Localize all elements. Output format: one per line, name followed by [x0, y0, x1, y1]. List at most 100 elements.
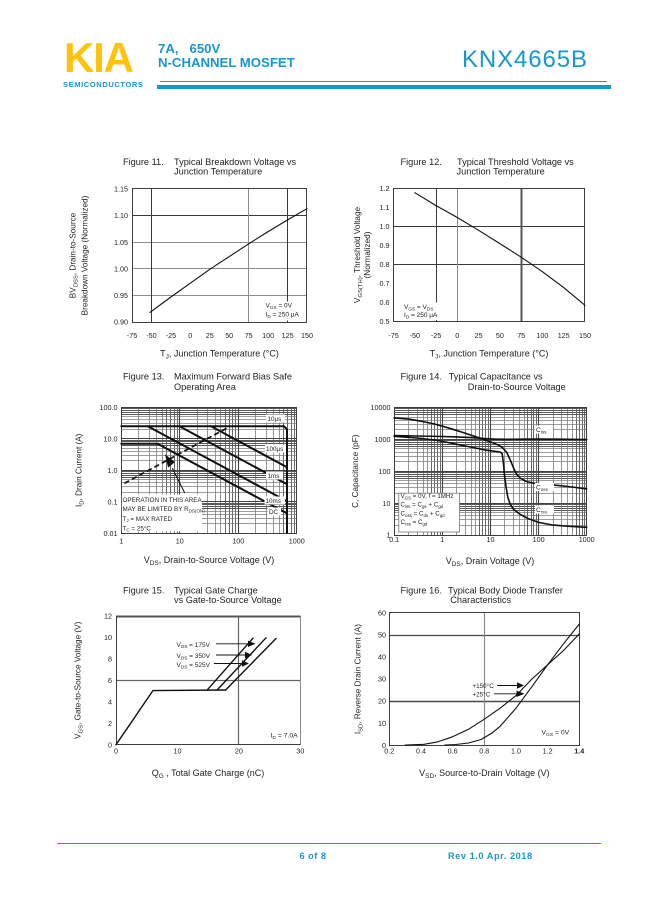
svg-text:+150°C: +150°C: [473, 682, 495, 690]
svg-text:-50: -50: [410, 331, 420, 340]
svg-text:100: 100: [379, 467, 391, 476]
svg-text:VDS = 525V: VDS = 525V: [177, 662, 211, 669]
svg-text:VDS = 175V: VDS = 175V: [177, 642, 211, 649]
svg-text:0.1: 0.1: [108, 497, 118, 506]
svg-text:0: 0: [382, 741, 386, 750]
svg-text:100: 100: [536, 331, 548, 340]
svg-text:0.5: 0.5: [380, 317, 390, 326]
svg-text:10: 10: [104, 633, 112, 642]
svg-text:Figure 11.: Figure 11.: [123, 157, 164, 167]
svg-text:100: 100: [262, 331, 274, 340]
svg-text:Typical Threshold Voltage vs: Typical Threshold Voltage vs: [457, 157, 574, 167]
svg-text:C, Capacitance (pF): C, Capacitance (pF): [351, 434, 360, 508]
svg-text:QG , Total Gate Charge (nC): QG , Total Gate Charge (nC): [152, 768, 264, 780]
svg-text:10: 10: [487, 535, 495, 544]
svg-text:40: 40: [378, 653, 386, 662]
svg-text:50: 50: [378, 631, 386, 640]
svg-text:20: 20: [235, 746, 243, 755]
svg-text:75: 75: [245, 331, 253, 340]
svg-text:Figure 14.: Figure 14.: [401, 372, 442, 382]
svg-text:0.90: 0.90: [114, 318, 128, 327]
svg-text:1ms: 1ms: [268, 473, 280, 480]
svg-text:0: 0: [108, 740, 112, 749]
svg-text:1.0: 1.0: [511, 746, 521, 755]
svg-text:1.10: 1.10: [114, 211, 128, 220]
svg-text:1.00: 1.00: [114, 264, 128, 273]
svg-text:4: 4: [108, 697, 112, 706]
svg-text:0.95: 0.95: [114, 291, 128, 300]
svg-text:Breakdown Voltage (Normalized): Breakdown Voltage (Normalized): [81, 195, 90, 315]
svg-text:0.9: 0.9: [380, 241, 390, 250]
svg-text:10.0: 10.0: [104, 435, 118, 444]
svg-text:Typical Breakdown Voltage vs: Typical Breakdown Voltage vs: [174, 157, 296, 167]
svg-text:10ms: 10ms: [266, 498, 281, 505]
svg-text:30: 30: [378, 675, 386, 684]
svg-text:VGS(TH), Threshold Voltage: VGS(TH), Threshold Voltage: [353, 206, 364, 303]
svg-text:0: 0: [114, 746, 118, 755]
svg-text:-50: -50: [146, 331, 156, 340]
svg-text:Crss = Cgd: Crss = Cgd: [401, 519, 428, 526]
svg-text:1: 1: [440, 535, 444, 544]
svg-text:10: 10: [378, 719, 386, 728]
svg-text:VDS, Drain-to-Source Voltage (: VDS, Drain-to-Source Voltage (V): [144, 555, 275, 567]
svg-text:+25°C: +25°C: [473, 690, 491, 698]
svg-text:100μs: 100μs: [266, 446, 283, 453]
svg-text:10μs: 10μs: [268, 416, 282, 423]
svg-text:(Normalized): (Normalized): [363, 231, 372, 278]
svg-text:6: 6: [108, 676, 112, 685]
svg-text:ID = 7.0A: ID = 7.0A: [271, 733, 299, 742]
svg-text:Junction Temperature: Junction Temperature: [174, 166, 262, 176]
svg-text:ID = 250 μA: ID = 250 μA: [404, 312, 438, 319]
svg-text:0: 0: [455, 331, 459, 340]
svg-text:1000: 1000: [289, 537, 305, 546]
svg-text:Typical Capacitance vs: Typical Capacitance vs: [449, 372, 543, 382]
svg-text:Typical Body Diode Transfer: Typical Body Diode Transfer: [448, 586, 563, 596]
svg-text:BVDSS, Drain-to-Source: BVDSS, Drain-to-Source: [69, 212, 80, 298]
svg-text:2: 2: [108, 719, 112, 728]
svg-text:1.0: 1.0: [380, 222, 390, 231]
svg-text:OPERATION IN THIS AREA: OPERATION IN THIS AREA: [123, 497, 203, 504]
svg-text:ISD, Reverse Drain Current (A): ISD, Reverse Drain Current (A): [354, 624, 365, 734]
svg-text:1: 1: [387, 531, 391, 540]
svg-text:DC: DC: [269, 509, 279, 516]
svg-text:100.0: 100.0: [100, 403, 118, 412]
svg-text:TJ, Junction Temperature (°C): TJ, Junction Temperature (°C): [430, 349, 549, 361]
svg-text:Figure 16.: Figure 16.: [401, 586, 442, 596]
svg-text:0.1: 0.1: [389, 535, 399, 544]
svg-text:Ciss = Cgs + Cgd: Ciss = Cgs + Cgd: [401, 502, 444, 509]
svg-text:12: 12: [104, 612, 112, 621]
svg-text:0.8: 0.8: [380, 260, 390, 269]
svg-text:MAY BE LIMITED BY RDS(ON): MAY BE LIMITED BY RDS(ON): [123, 506, 206, 513]
svg-text:VGS = 0V: VGS = 0V: [542, 730, 570, 739]
svg-text:0.2: 0.2: [384, 746, 394, 755]
svg-text:1.2: 1.2: [380, 184, 390, 193]
svg-text:1.05: 1.05: [114, 238, 128, 247]
svg-text:20: 20: [378, 697, 386, 706]
svg-text:75: 75: [517, 331, 525, 340]
svg-text:50: 50: [496, 331, 504, 340]
svg-text:0.4: 0.4: [416, 746, 426, 755]
svg-text:-75: -75: [388, 331, 398, 340]
svg-text:50: 50: [225, 331, 233, 340]
svg-text:1000: 1000: [579, 535, 595, 544]
svg-text:-25: -25: [431, 331, 441, 340]
svg-text:60: 60: [378, 609, 386, 618]
svg-text:125: 125: [558, 331, 570, 340]
svg-text:VGS = 0V, f = 1MHz: VGS = 0V, f = 1MHz: [401, 493, 454, 500]
svg-text:8: 8: [108, 655, 112, 664]
svg-text:150: 150: [301, 331, 313, 340]
svg-text:10000: 10000: [371, 403, 391, 412]
svg-text:VSD, Source-to-Drain Voltage (: VSD, Source-to-Drain Voltage (V): [419, 768, 550, 780]
svg-text:100: 100: [533, 535, 545, 544]
svg-text:VGS = VDS: VGS = VDS: [404, 304, 433, 311]
svg-text:Crss: Crss: [536, 507, 548, 514]
svg-text:-25: -25: [166, 331, 176, 340]
svg-text:0.7: 0.7: [380, 279, 390, 288]
svg-text:TJ = MAX RATED: TJ = MAX RATED: [123, 516, 173, 523]
svg-text:100: 100: [232, 537, 244, 546]
svg-text:1.4: 1.4: [574, 746, 584, 755]
svg-text:1.2: 1.2: [543, 746, 553, 755]
svg-text:vs Gate-to-Source Voltage: vs Gate-to-Source Voltage: [174, 595, 282, 605]
svg-text:1: 1: [119, 537, 123, 546]
svg-text:0.8: 0.8: [479, 746, 489, 755]
